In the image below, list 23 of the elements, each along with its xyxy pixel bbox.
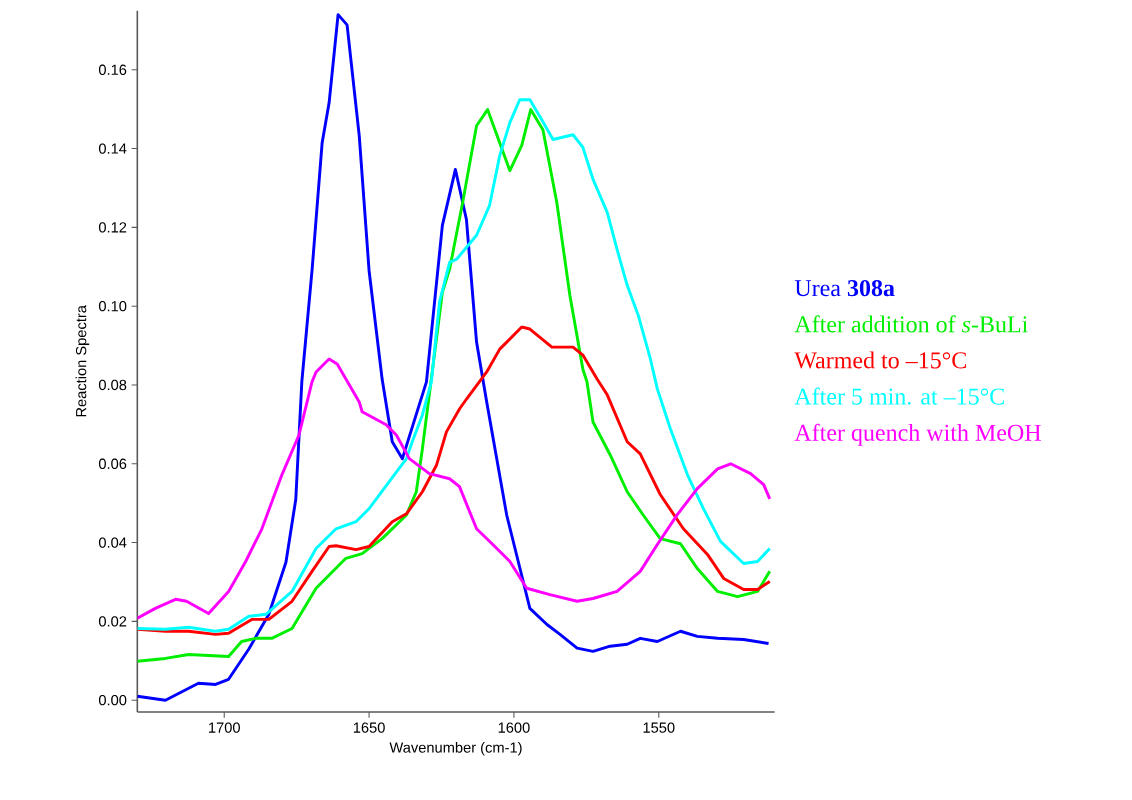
text: Urea 308a: [794, 280, 895, 297]
y-tick-label: 0.06: [98, 458, 127, 469]
y-tick-label: 0.10: [98, 300, 127, 312]
text: After addition of s-BuLi: [794, 315, 1028, 333]
x-tick-label: 1700: [209, 722, 240, 733]
y-axis-title: Reaction Spectra: [75, 305, 90, 417]
x-tick-label: 1550: [643, 722, 675, 733]
y-tick-label: 0.00: [98, 695, 127, 706]
line-series: [137, 13, 771, 702]
text: Warmed to –15°C: [794, 351, 966, 369]
line-series: [137, 357, 772, 620]
y-tick-label: 0.14: [98, 143, 127, 154]
y-tick-label: 0.12: [98, 222, 127, 233]
y-tick-label: 0.08: [98, 379, 127, 391]
y-tick-label: 0.02: [98, 616, 127, 627]
text: After quench with MeOH: [794, 423, 1041, 446]
x-tick-label: 1650: [353, 722, 385, 733]
x-axis-title: Wavenumber (cm-1): [389, 741, 522, 756]
text: After 5 min. at –15°C: [794, 387, 1004, 405]
y-tick-label: 0.04: [98, 537, 127, 548]
y-tick-label: 0.16: [98, 64, 127, 75]
x-tick-label: 1600: [498, 722, 530, 733]
line-series: [137, 325, 772, 636]
